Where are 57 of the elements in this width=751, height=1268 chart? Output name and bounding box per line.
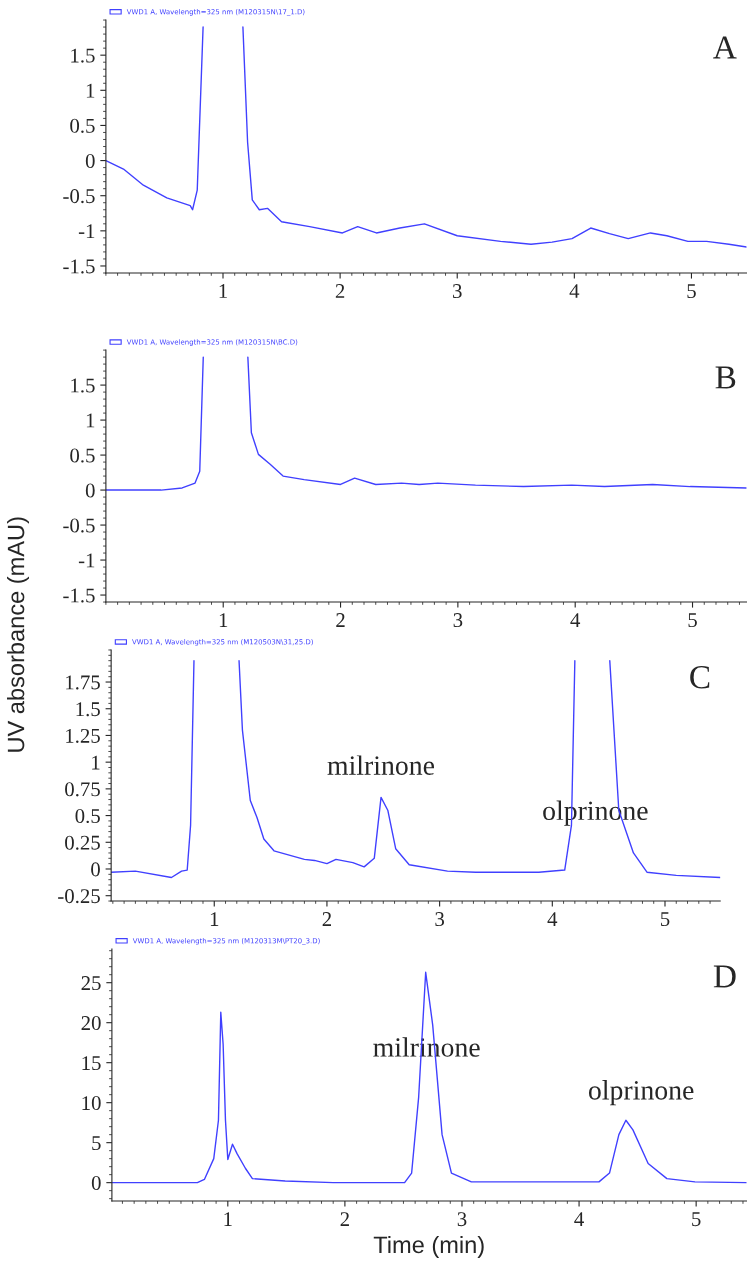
y-tick-label: 5 bbox=[92, 1136, 101, 1151]
y-tick-label: 0.75 bbox=[65, 782, 100, 797]
annotation: B bbox=[715, 366, 736, 389]
x-tick-label: 1 bbox=[219, 613, 228, 627]
x-axis-title: Time (min) bbox=[373, 1235, 484, 1258]
y-axis-title: UV absorbance (mAU) bbox=[7, 517, 30, 752]
x-tick-label: 4 bbox=[574, 1212, 584, 1226]
x-tick-label: 1 bbox=[219, 284, 227, 298]
x-tick-label: 5 bbox=[688, 613, 697, 628]
y-tick-label: -0.25 bbox=[58, 889, 100, 904]
x-tick-label: 3 bbox=[435, 912, 445, 927]
y-tick-label: 20 bbox=[81, 1016, 101, 1031]
y-tick-label: -1 bbox=[78, 553, 95, 568]
x-tick-label: 2 bbox=[340, 1212, 349, 1226]
y-tick-label: 1 bbox=[86, 83, 95, 98]
x-tick-label: 1 bbox=[224, 1212, 232, 1226]
y-tick-label: 0 bbox=[91, 862, 100, 877]
y-tick-label: 1.5 bbox=[71, 48, 95, 63]
y-tick-label: 1.5 bbox=[71, 378, 95, 393]
y-tick-label: 0.5 bbox=[70, 118, 95, 133]
y-tick-label: 1.75 bbox=[66, 675, 100, 690]
annotation: milrinone bbox=[327, 755, 434, 775]
x-tick-label: 3 bbox=[453, 284, 462, 299]
y-tick-label: 1 bbox=[86, 413, 95, 428]
x-tick-label: 3 bbox=[453, 613, 463, 628]
y-tick-label: -0.5 bbox=[63, 189, 95, 204]
x-tick-label: 5 bbox=[687, 284, 696, 299]
y-tick-label: -1.5 bbox=[63, 588, 95, 603]
y-tick-label: 0 bbox=[85, 483, 95, 498]
y-tick-label: 0 bbox=[91, 1176, 101, 1191]
y-tick-label: -0.5 bbox=[63, 518, 95, 533]
annotation: olprinone bbox=[588, 1080, 694, 1106]
x-tick-label: 5 bbox=[661, 912, 670, 927]
y-tick-label: -1 bbox=[78, 224, 95, 239]
y-tick-label: 15 bbox=[82, 1056, 101, 1071]
y-tick-label: 0.5 bbox=[70, 448, 95, 463]
annotation: A bbox=[713, 36, 737, 59]
x-tick-label: 1 bbox=[210, 912, 219, 926]
x-tick-label: 5 bbox=[692, 1212, 701, 1227]
y-tick-label: 0.5 bbox=[75, 808, 100, 824]
x-tick-label: 4 bbox=[547, 912, 558, 926]
y-tick-label: -1.5 bbox=[63, 259, 95, 274]
y-tick-label: 0.25 bbox=[65, 835, 100, 850]
y-tick-label: 0 bbox=[85, 153, 95, 168]
y-tick-label: 1 bbox=[92, 755, 100, 770]
y-tick-label: 10 bbox=[82, 1096, 101, 1111]
x-tick-label: 2 bbox=[336, 613, 345, 627]
y-tick-label: 1.25 bbox=[66, 728, 100, 743]
x-tick-label: 4 bbox=[570, 613, 581, 627]
x-tick-label: 2 bbox=[335, 284, 345, 298]
annotation: D bbox=[713, 965, 736, 988]
annotation: C bbox=[690, 666, 710, 689]
x-tick-label: 2 bbox=[322, 912, 331, 926]
x-tick-label: 3 bbox=[457, 1212, 467, 1227]
y-tick-label: 1.5 bbox=[76, 702, 100, 717]
y-tick-label: 25 bbox=[81, 976, 101, 991]
x-tick-label: 4 bbox=[569, 284, 580, 298]
